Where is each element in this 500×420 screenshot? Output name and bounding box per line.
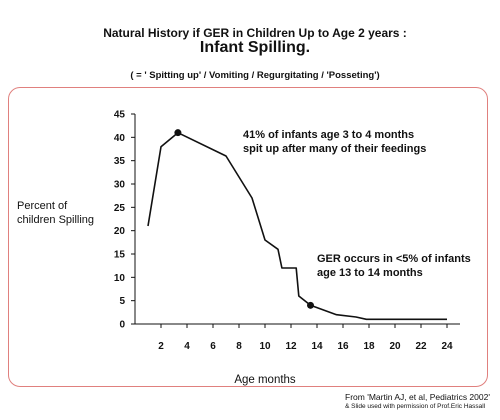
x-axis-label: Age months: [234, 374, 296, 386]
x-tick-label: 22: [415, 341, 427, 352]
highlight-point: [174, 129, 182, 137]
y-axis-label-line2: children Spilling: [17, 214, 95, 226]
x-tick-label: 16: [337, 341, 349, 352]
y-tick-label: 30: [114, 180, 126, 191]
x-ticks: 2 4 6 8 10 12 14 16 18 20 22 24: [158, 324, 453, 352]
y-axis-label: Percent of children Spilling: [17, 199, 94, 227]
highlight-points: [174, 129, 314, 309]
y-tick-label: 20: [114, 226, 126, 237]
x-tick-label: 24: [441, 341, 453, 352]
series-line: [147, 131, 447, 321]
annotation-1-line2: spit up after many of their feedings: [243, 143, 426, 155]
y-tick-label: 15: [114, 250, 126, 261]
credit-line2: & Slide used with permission of Prof.Eri…: [345, 403, 486, 410]
chart-title-line1: Natural History if GER in Children Up to…: [103, 26, 407, 40]
x-tick-label: 8: [236, 341, 242, 352]
source-credit: From 'Martin AJ, et al, Pediatrics 2002'…: [345, 392, 490, 412]
annotation-2-line1: GER occurs in <5% of infants: [317, 253, 471, 265]
x-tick-label: 10: [259, 341, 271, 352]
credit-line1: From 'Martin AJ, et al, Pediatrics 2002': [345, 392, 490, 402]
annotation-1-line1: 41% of infants age 3 to 4 months: [243, 129, 414, 141]
x-tick-label: 20: [389, 341, 401, 352]
y-tick-label: 45: [114, 110, 126, 121]
x-tick-label: 4: [184, 341, 190, 352]
chart-title-line2: Infant Spilling.: [199, 39, 311, 56]
y-tick-label: 40: [114, 133, 126, 144]
x-tick-label: 14: [311, 341, 323, 352]
x-tick-label: 12: [285, 341, 297, 352]
y-tick-label: 25: [114, 203, 126, 214]
y-tick-label: 5: [119, 296, 125, 307]
chart-subtitle: ( = ' Spitting up' / Vomiting / Regurgit…: [130, 70, 380, 81]
y-tick-label: 10: [114, 273, 126, 284]
y-axis-label-line1: Percent of: [17, 200, 68, 212]
y-tick-label: 0: [119, 320, 125, 331]
x-tick-label: 2: [158, 341, 164, 352]
y-ticks: 0 5 10 15 20 25 30 35 40 45: [114, 110, 135, 331]
x-tick-label: 6: [210, 341, 216, 352]
x-tick-label: 18: [363, 341, 375, 352]
annotation-2-line2: age 13 to 14 months: [317, 267, 423, 279]
chart-frame: [8, 87, 488, 387]
y-tick-label: 35: [114, 156, 126, 167]
highlight-point: [307, 301, 314, 309]
